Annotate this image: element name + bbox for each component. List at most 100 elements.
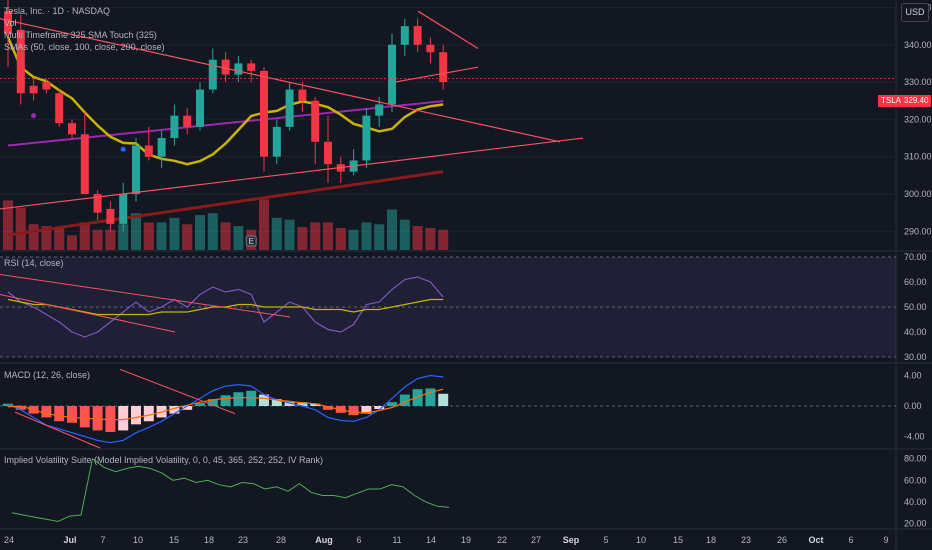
volume-bar: [374, 224, 385, 250]
macd-histogram-bar: [67, 406, 77, 423]
time-tick-label: 26: [777, 535, 787, 545]
rsi-line: [7, 276, 444, 338]
time-tick-label: 23: [238, 535, 248, 545]
volume-bar: [412, 226, 423, 250]
time-tick-label: 14: [426, 535, 436, 545]
time-tick-label: 10: [133, 535, 143, 545]
iv-tick-label: 80.00: [904, 454, 927, 464]
macd-histogram-bar: [438, 393, 449, 406]
trendline-upper: [0, 18, 561, 143]
sma-touch-legend[interactable]: Multi Timeframe 325 SMA Touch (325): [4, 30, 157, 40]
candle-body: [170, 115, 179, 139]
time-tick-label: 24: [4, 535, 14, 545]
macd-histogram-bar: [15, 406, 26, 410]
candle-body: [55, 93, 64, 124]
volume-bar: [118, 224, 129, 250]
candle-body: [42, 82, 51, 90]
rsi-tick-label: 50.00: [904, 302, 927, 312]
volume-bar: [323, 222, 333, 250]
time-tick-label: Jul: [63, 535, 76, 545]
macd-histogram-bar: [118, 406, 129, 431]
macd-histogram-bar: [92, 406, 103, 431]
time-tick-label: Sep: [563, 535, 580, 545]
volume-bar: [271, 217, 282, 250]
time-tick-label: 23: [741, 535, 751, 545]
sma-touch-dot: [31, 113, 37, 119]
time-tick-label: 15: [169, 535, 179, 545]
macd-histogram-bar: [425, 388, 436, 406]
candle-body: [132, 145, 140, 195]
macd-histogram-bar: [246, 390, 257, 406]
time-tick-label: 6: [356, 535, 361, 545]
macd-histogram-bar: [284, 401, 295, 406]
macd-histogram-bar: [182, 406, 193, 410]
macd-line: [7, 374, 444, 444]
macd-histogram-bar: [220, 395, 231, 406]
volume-bar: [361, 222, 372, 250]
volume-bar: [310, 222, 321, 250]
volume-bar: [28, 224, 39, 250]
macd-trendline: [14, 411, 101, 449]
price-tick-label: 320.00: [904, 114, 932, 124]
macd-histogram-bar: [143, 406, 154, 422]
smas-legend[interactable]: SMAs (50, close, 100, close, 200, close): [4, 42, 165, 52]
candle-body: [324, 141, 332, 165]
price-tick-label: 300.00: [904, 189, 932, 199]
rsi-tick-label: 30.00: [904, 352, 927, 362]
time-tick-label: 28: [276, 535, 286, 545]
candle-body: [426, 44, 435, 53]
time-tick-label: 7: [100, 535, 105, 545]
rsi-pane-title[interactable]: RSI (14, close): [4, 258, 64, 268]
time-tick-label: Oct: [808, 535, 823, 545]
macd-histogram-bar: [310, 403, 321, 406]
macd-histogram-bar: [387, 402, 397, 406]
volume-bar: [41, 226, 52, 250]
iv-pane-title[interactable]: Implied Volatility Suite (Model Implied …: [4, 455, 324, 465]
candle-body: [144, 145, 153, 157]
macd-tick-label: -4.00: [904, 432, 925, 442]
volume-bar: [207, 213, 218, 250]
macd-histogram-bar: [41, 406, 52, 418]
volume-bar: [3, 200, 13, 250]
macd-histogram-bar: [271, 399, 282, 406]
sma200-line: [7, 170, 444, 237]
volume-bar: [67, 235, 77, 250]
time-tick-label: 18: [706, 535, 716, 545]
macd-pane-title[interactable]: MACD (12, 26, close): [4, 370, 91, 380]
macd-tick-label: 0.00: [904, 401, 922, 411]
macd-histogram-bar: [105, 406, 116, 432]
volume-bar: [131, 213, 141, 250]
rsi-ma-line: [7, 298, 444, 316]
volume-bar: [438, 229, 449, 250]
volume-bar: [348, 229, 359, 250]
macd-histogram-bar: [323, 406, 333, 410]
volume-bar: [233, 226, 244, 250]
volume-bar: [220, 222, 231, 250]
symbol-title[interactable]: Tesla, Inc. · 1D · NASDAQ: [4, 6, 111, 16]
rsi-tick-label: 70.00: [904, 252, 927, 262]
macd-histogram-bar: [131, 406, 141, 425]
volume-legend[interactable]: Vol: [4, 18, 17, 28]
volume-bar: [92, 229, 103, 250]
wedge-lines: [394, 10, 479, 83]
macd-histogram-bar: [412, 389, 423, 406]
sma50-line: [6, 36, 444, 166]
currency-button[interactable]: USD: [901, 3, 929, 22]
volume-bar: [425, 227, 436, 250]
candle-body: [208, 59, 217, 90]
macd-histogram-bar: [233, 392, 244, 406]
iv-tick-label: 20.00: [904, 519, 927, 529]
candle-body: [400, 26, 409, 45]
volume-bar: [15, 207, 26, 250]
macd-histogram-bar: [374, 406, 385, 410]
candle-body: [311, 100, 320, 142]
time-tick-label: 18: [204, 535, 214, 545]
iv-tick-label: 40.00: [904, 497, 927, 507]
time-tick-label: 27: [531, 535, 541, 545]
candle-body: [106, 208, 115, 224]
volume-bar: [335, 227, 346, 250]
volume-bar: [387, 209, 397, 250]
candle-body: [157, 138, 166, 157]
volume-bar: [399, 219, 410, 250]
